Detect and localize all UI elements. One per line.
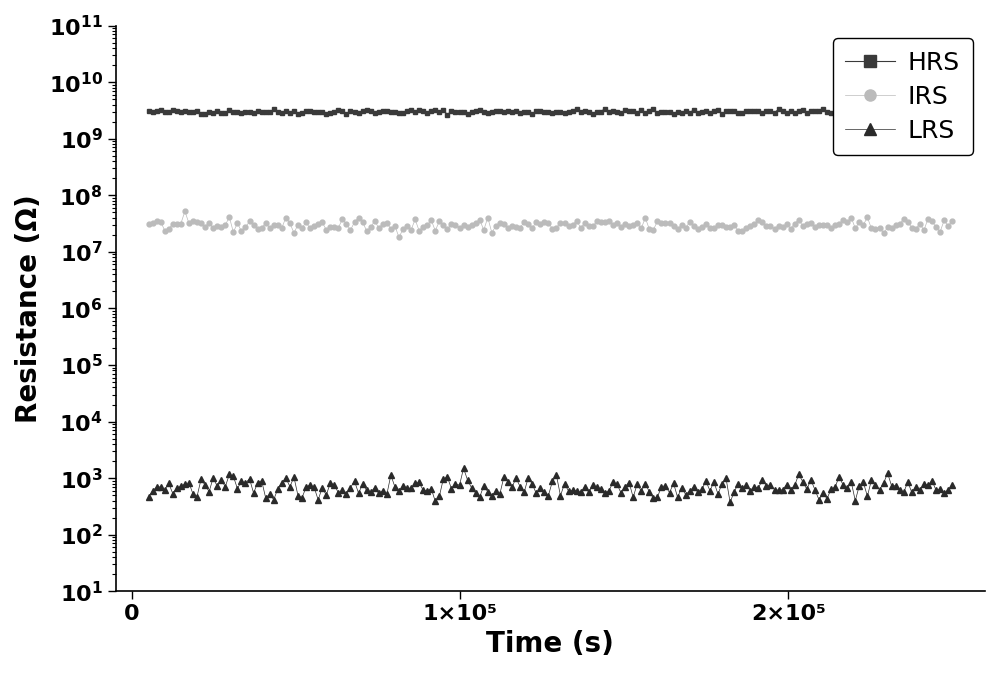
HRS — [441, 111, 453, 119]
LRS — [191, 493, 203, 501]
LRS — [914, 486, 926, 494]
HRS — [886, 108, 898, 116]
Y-axis label: Resistance (Ω): Resistance (Ω) — [15, 194, 43, 423]
IRS — [179, 207, 191, 215]
IRS — [175, 219, 187, 227]
LRS — [143, 493, 155, 501]
X-axis label: Time (s): Time (s) — [486, 630, 614, 658]
LRS — [458, 464, 470, 472]
HRS — [175, 108, 187, 116]
IRS — [361, 227, 373, 235]
LRS — [946, 481, 958, 489]
LRS — [175, 483, 187, 491]
LRS — [292, 491, 304, 499]
Legend: HRS, IRS, LRS: HRS, IRS, LRS — [833, 38, 972, 155]
IRS — [914, 219, 926, 227]
IRS — [886, 224, 898, 232]
IRS — [143, 220, 155, 228]
HRS — [292, 110, 304, 118]
IRS — [946, 217, 958, 225]
LRS — [357, 480, 369, 488]
HRS — [865, 104, 877, 112]
HRS — [357, 107, 369, 115]
IRS — [296, 224, 308, 232]
Line: IRS: IRS — [146, 209, 955, 240]
HRS — [143, 107, 155, 115]
IRS — [195, 219, 207, 227]
LRS — [886, 482, 898, 490]
LRS — [724, 498, 736, 506]
IRS — [393, 234, 405, 242]
HRS — [914, 106, 926, 114]
Line: LRS: LRS — [146, 466, 955, 505]
HRS — [946, 109, 958, 117]
Line: HRS: HRS — [146, 106, 955, 117]
HRS — [191, 108, 203, 116]
